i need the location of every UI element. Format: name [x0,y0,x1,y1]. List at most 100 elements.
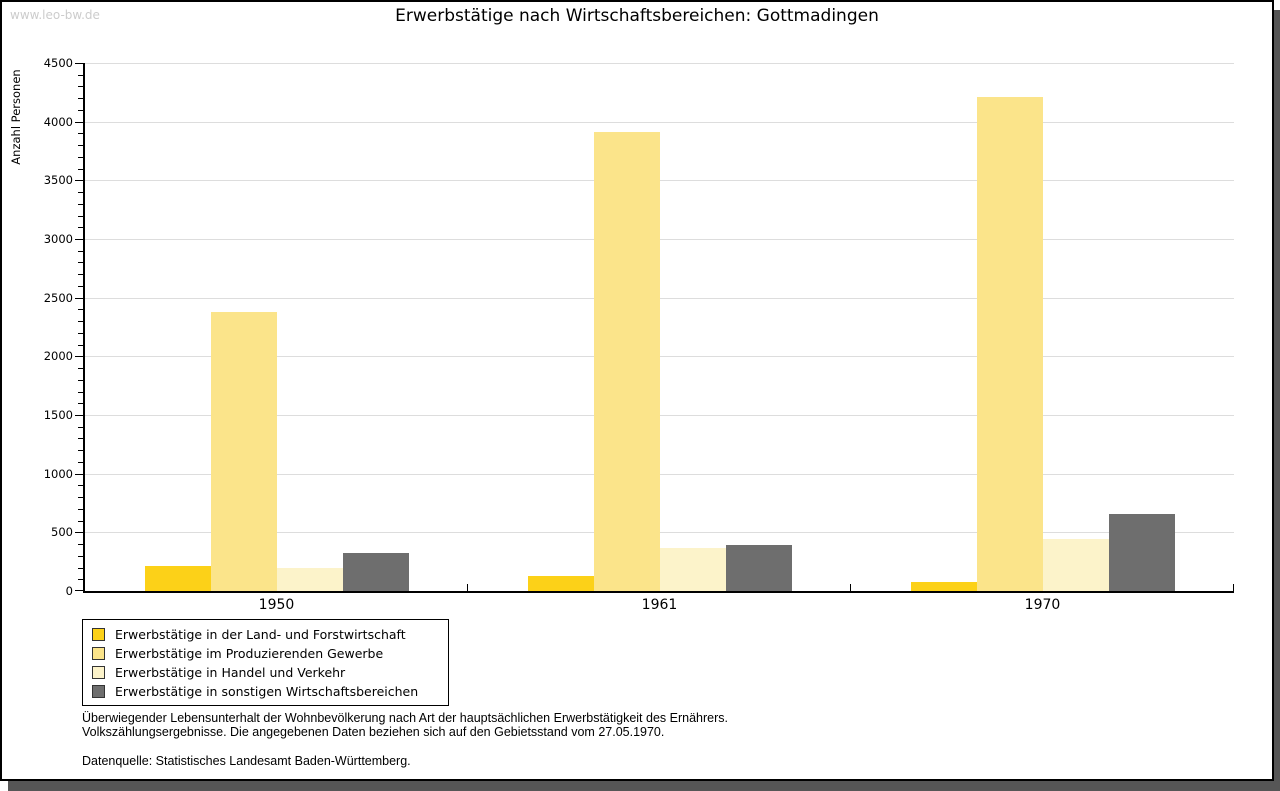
y-axis-minor-tick [78,156,83,158]
gridline [85,532,1234,534]
bar-1970-4 [1108,514,1175,591]
y-axis-title: Anzahl Personen [9,69,23,165]
bar-1950-3 [276,567,343,591]
y-axis-minor-tick [78,262,83,264]
y-axis-minor-tick [78,86,83,88]
bar-1961-1 [527,576,594,591]
y-axis-tick [75,473,83,475]
y-axis-minor-tick [78,344,83,346]
y-axis-tick [75,121,83,123]
y-axis-tick [75,356,83,358]
y-axis-minor-tick [78,450,83,452]
y-axis-minor-tick [78,579,83,581]
x-axis-label: 1970 [1024,597,1061,613]
legend-label: Erwerbstätige im Produzierenden Gewerbe [115,646,384,661]
y-axis-tick-label: 0 [65,584,73,598]
y-axis-minor-tick [78,520,83,522]
y-axis-minor-tick [78,567,83,569]
y-axis-minor-tick [78,544,83,546]
legend-label: Erwerbstätige in der Land- und Forstwirt… [115,627,406,642]
y-axis-tick [75,297,83,299]
y-axis-minor-tick [78,485,83,487]
bar-1950-2 [210,311,277,591]
legend-item: Erwerbstätige in sonstigen Wirtschaftsbe… [92,682,439,701]
x-axis-tick [467,584,468,591]
y-axis-minor-tick [78,74,83,76]
bar-1961-2 [593,132,660,591]
legend-item: Erwerbstätige im Produzierenden Gewerbe [92,644,439,663]
y-axis-tick-label: 3500 [43,173,73,188]
y-axis-tick-label: 500 [51,525,73,540]
y-axis-tick-label: 2000 [43,349,73,364]
y-axis-minor-tick [78,215,83,217]
y-axis-minor-tick [78,250,83,252]
y-axis-tick-label: 3000 [43,232,73,247]
legend: Erwerbstätige in der Land- und Forstwirt… [82,619,449,706]
legend-label: Erwerbstätige in Handel und Verkehr [115,665,346,680]
y-axis-tick [75,63,83,64]
footnotes: Überwiegender Lebensunterhalt der Wohnbe… [82,711,728,768]
y-axis-minor-tick [78,438,83,440]
x-axis-tick [850,584,851,591]
legend-label: Erwerbstätige in sonstigen Wirtschaftsbe… [115,684,419,699]
legend-swatch [92,628,105,641]
bar-1961-3 [659,547,726,591]
y-axis-minor-tick [78,309,83,311]
y-axis-minor-tick [78,321,83,323]
gridline [85,121,1234,123]
bar-1970-1 [910,581,977,591]
bar-1950-1 [144,566,211,591]
x-axis-label: 1961 [641,597,678,613]
y-axis-minor-tick [78,98,83,100]
gridline [85,239,1234,241]
y-axis-minor-tick [78,285,83,287]
y-axis-minor-tick [78,368,83,370]
bar-1970-3 [1042,538,1109,591]
site-watermark: www.leo-bw.de [10,8,100,22]
y-axis-minor-tick [78,133,83,135]
y-axis-minor-tick [78,461,83,463]
bar-1970-2 [976,97,1043,591]
y-axis-tick [75,532,83,534]
y-axis-tick-label: 1000 [43,466,73,481]
y-axis-minor-tick [78,203,83,205]
bar-1950-4 [342,553,409,591]
legend-item: Erwerbstätige in der Land- und Forstwirt… [92,625,439,644]
legend-swatch [92,647,105,660]
chart-title: Erwerbstätige nach Wirtschaftsbereichen:… [395,6,879,26]
gridline [85,297,1234,299]
y-axis-tick-label: 2500 [43,290,73,305]
y-axis-minor-tick [78,555,83,557]
footnote-line-2: Volkszählungsergebnisse. Die angegebenen… [82,725,665,739]
data-source: Datenquelle: Statistisches Landesamt Bad… [82,754,411,768]
bar-1961-4 [725,545,792,591]
gridline [85,63,1234,64]
y-axis-minor-tick [78,274,83,276]
y-axis-minor-tick [78,332,83,334]
y-axis-tick-label: 1500 [43,408,73,423]
y-axis-minor-tick [78,227,83,229]
y-axis-minor-tick [78,508,83,510]
y-axis-tick-label: 4000 [43,114,73,129]
y-axis-tick [75,590,83,591]
legend-swatch [92,666,105,679]
y-axis-tick [75,415,83,417]
y-axis-tick-label: 4500 [43,56,73,70]
x-axis-tick [1233,584,1234,591]
plot-area: 0 500 1000 1500 2000 2500 3000 3500 4000 4500 1950… [44,57,1234,613]
gridline [85,415,1234,417]
y-axis-minor-tick [78,391,83,393]
x-axis-label: 1950 [258,597,295,613]
y-axis-minor-tick [78,145,83,147]
y-axis-minor-tick [78,403,83,405]
gridline [85,473,1234,475]
y-axis-minor-tick [78,168,83,170]
gridline [85,356,1234,358]
legend-swatch [92,685,105,698]
footnote-line-1: Überwiegender Lebensunterhalt der Wohnbe… [82,711,728,725]
y-axis-tick [75,180,83,182]
y-axis-minor-tick [78,192,83,194]
gridline [85,180,1234,182]
y-axis-tick [75,239,83,241]
